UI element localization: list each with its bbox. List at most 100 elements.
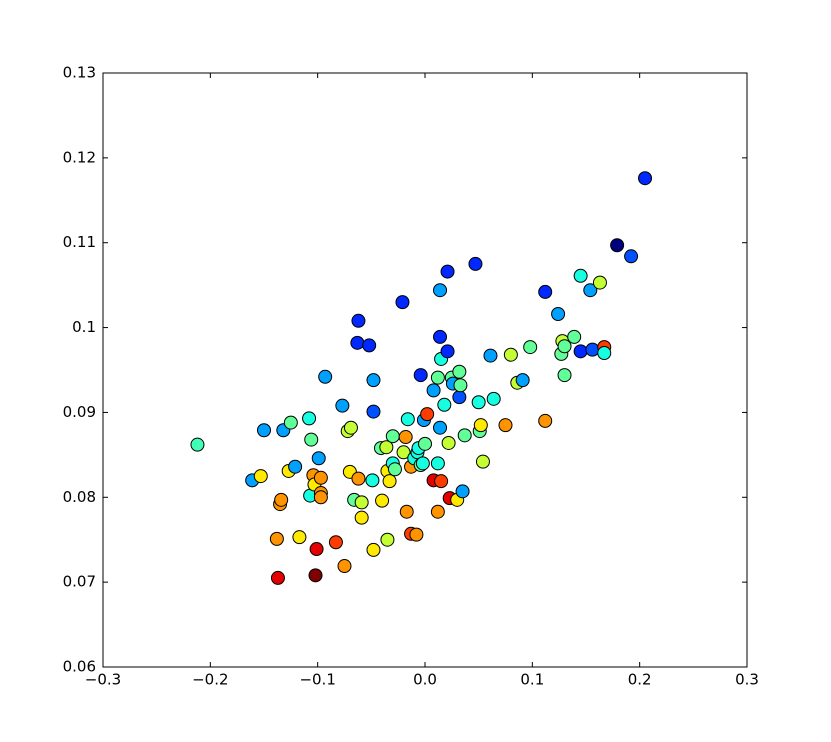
point <box>486 391 501 406</box>
point <box>503 347 518 362</box>
point <box>551 306 566 321</box>
point <box>538 284 553 299</box>
point <box>362 338 377 353</box>
point <box>257 423 271 438</box>
point <box>624 249 639 264</box>
x-tick-label: −0.3 <box>85 671 121 689</box>
point <box>433 420 448 435</box>
point <box>190 437 205 452</box>
point <box>308 568 323 583</box>
point <box>395 295 410 310</box>
point <box>610 238 625 253</box>
point <box>337 559 352 574</box>
point <box>292 530 307 545</box>
y-tick-label: 0.11 <box>63 233 96 251</box>
point <box>379 440 394 455</box>
point <box>387 462 402 477</box>
point <box>452 390 467 405</box>
y-tick-label: 0.07 <box>63 573 96 591</box>
point <box>585 342 600 357</box>
point <box>365 473 380 488</box>
point <box>382 474 397 489</box>
x-tick-label: 0.2 <box>628 671 652 689</box>
point <box>437 397 452 412</box>
point <box>311 451 326 466</box>
point <box>597 346 612 361</box>
point <box>498 418 513 433</box>
point <box>453 378 468 393</box>
point <box>375 493 390 508</box>
point <box>302 411 317 426</box>
point <box>335 398 350 413</box>
y-tick-label: 0.06 <box>63 658 96 676</box>
point <box>638 171 653 186</box>
point <box>475 454 490 469</box>
point <box>455 484 470 499</box>
x-tick-label: 0.1 <box>520 671 544 689</box>
point <box>354 510 369 525</box>
point <box>573 268 588 283</box>
point <box>418 436 432 451</box>
point <box>430 370 445 385</box>
point <box>567 329 582 344</box>
point <box>430 504 445 519</box>
point <box>483 348 498 363</box>
x-tick-label: −0.1 <box>299 671 335 689</box>
point <box>538 413 553 428</box>
point <box>523 340 538 355</box>
point <box>415 456 430 471</box>
point <box>557 368 572 383</box>
point <box>440 264 455 279</box>
point <box>328 535 343 550</box>
point <box>380 532 395 547</box>
point <box>409 527 424 542</box>
x-tick-label: 0.3 <box>735 671 759 689</box>
x-tick-label: 0.0 <box>413 671 437 689</box>
point <box>471 395 486 410</box>
point <box>396 445 411 460</box>
point <box>309 542 324 557</box>
x-tick-label: −0.2 <box>192 671 228 689</box>
point <box>592 275 607 290</box>
y-tick-label: 0.13 <box>63 64 96 82</box>
point <box>274 492 289 507</box>
point <box>269 531 284 546</box>
point <box>426 383 441 398</box>
point <box>398 430 413 445</box>
point <box>430 456 445 471</box>
point <box>385 429 400 444</box>
point <box>304 432 319 447</box>
point <box>434 474 449 489</box>
point <box>366 404 381 419</box>
point <box>351 471 366 486</box>
y-tick-label: 0.08 <box>63 488 96 506</box>
y-tick-label: 0.1 <box>72 318 96 336</box>
point <box>366 373 381 388</box>
point <box>440 344 455 359</box>
point <box>351 313 366 328</box>
point <box>288 459 303 474</box>
point <box>253 469 268 484</box>
point <box>441 435 456 450</box>
point <box>283 415 298 430</box>
point <box>468 256 483 271</box>
point <box>583 283 598 298</box>
point <box>270 570 285 585</box>
point <box>433 329 448 344</box>
point <box>433 283 448 298</box>
point <box>354 495 369 510</box>
point <box>313 490 328 505</box>
y-tick-label: 0.09 <box>63 403 96 421</box>
point <box>366 542 381 557</box>
y-tick-label: 0.12 <box>63 148 96 166</box>
point <box>457 428 472 443</box>
point <box>399 504 414 519</box>
point <box>557 339 572 354</box>
point <box>452 364 467 379</box>
point <box>343 420 358 435</box>
point <box>400 412 415 427</box>
point <box>573 344 588 359</box>
point <box>420 407 435 422</box>
point <box>473 418 488 433</box>
